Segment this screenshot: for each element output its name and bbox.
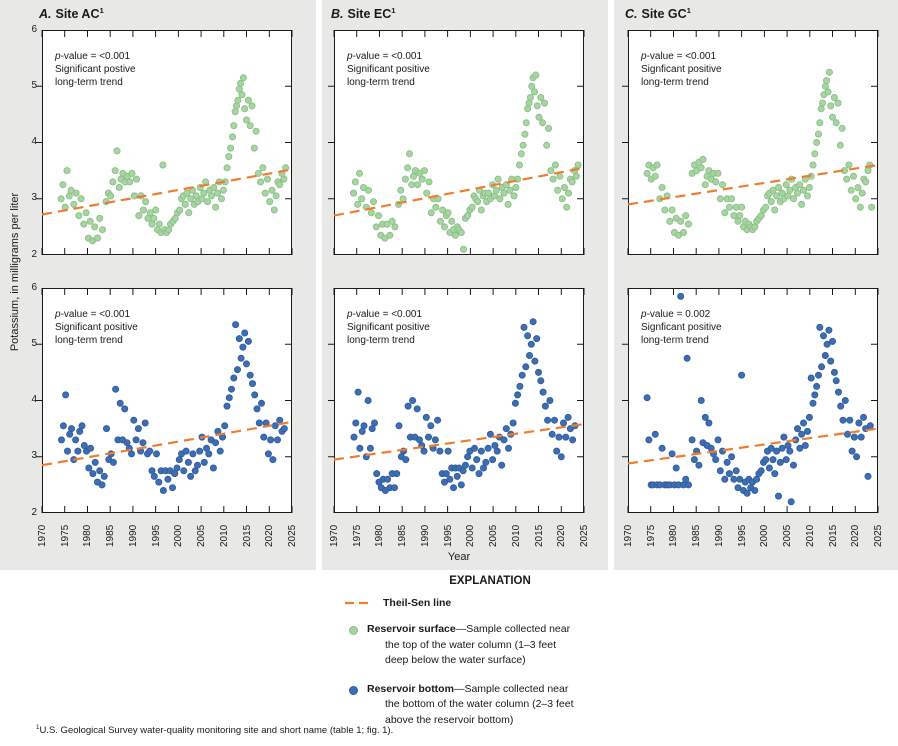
y-tick-label: 3 <box>31 450 37 462</box>
y-tick-label: 5 <box>31 337 37 349</box>
scatter-panel-ec-bottom <box>328 288 585 513</box>
x-tick-label: 2025 <box>287 524 298 547</box>
x-tick-label: 1980 <box>374 524 386 547</box>
panel-title-site-gc: C. Site GC1 <box>625 6 691 22</box>
scatter-panel-gc-bottom <box>622 288 879 513</box>
x-tick-label: 1995 <box>736 524 748 547</box>
y-axis-label: Potassium, in milligrams per liter <box>9 192 21 352</box>
reservoir-bottom-dot-swatch <box>349 685 358 695</box>
theil-sen-line-swatch <box>345 601 373 605</box>
legend-label-theil-sen: Theil-Sen line <box>383 597 452 609</box>
legend-item-reservoir-surface: Reservoir surface—Sample collected near … <box>349 622 650 669</box>
legend-label-reservoir-surface: Reservoir surface—Sample collected near … <box>367 623 571 666</box>
p-value-annotation-gc-bottom: p-value = 0.002 Signficant positive long-… <box>641 309 722 346</box>
x-tick-label: 1995 <box>442 524 454 547</box>
y-tick-label: 3 <box>31 192 37 204</box>
y-tick-label: 6 <box>31 23 37 35</box>
x-tick-label: 2010 <box>804 524 816 547</box>
x-tick-label: 2025 <box>579 524 590 547</box>
x-tick-label: 2020 <box>264 524 276 547</box>
x-tick-label: 2020 <box>556 524 568 547</box>
x-tick-label: 1990 <box>713 524 725 547</box>
y-tick-label: 2 <box>31 506 37 518</box>
x-tick-label: 2010 <box>510 524 522 547</box>
p-value-annotation-ac-surface: p-value = <0.001 Significant postive long… <box>55 51 136 88</box>
x-axis-label: Year <box>447 551 471 563</box>
legend-label-reservoir-bottom: Reservoir bottom—Sample collected near t… <box>367 682 574 726</box>
p-value-annotation-ec-bottom: p-value = <0.001 Significant positive lon… <box>347 309 430 346</box>
y-tick-label: 5 <box>31 79 37 91</box>
x-tick-label: 1980 <box>668 524 680 547</box>
x-tick-label: 1980 <box>82 524 94 547</box>
x-tick-label: 2015 <box>827 524 839 547</box>
x-tick-label: 2005 <box>196 524 208 547</box>
x-tick-label: 2015 <box>241 524 253 547</box>
panel-title-site-ac: A. Site AC1 <box>39 6 104 22</box>
reservoir-surface-dot-swatch <box>349 626 358 635</box>
x-tick-label: 2005 <box>488 524 500 547</box>
x-tick-label: 2010 <box>218 524 230 547</box>
x-tick-label: 2015 <box>533 524 545 547</box>
p-value-annotation-ac-bottom: p-value = <0.001 Significant positive lon… <box>55 309 138 346</box>
x-tick-label: 2005 <box>782 524 794 547</box>
x-tick-label: 1970 <box>623 524 634 547</box>
x-tick-label: 2020 <box>850 524 862 547</box>
x-tick-label: 1975 <box>351 524 363 547</box>
scatter-panel-gc-surface <box>622 30 879 255</box>
x-tick-label: 2000 <box>173 524 185 547</box>
y-tick-label: 6 <box>31 281 37 293</box>
legend-item-reservoir-bottom: Reservoir bottom—Sample collected near t… <box>349 682 650 729</box>
x-tick-label: 2000 <box>465 524 477 547</box>
x-tick-label: 2000 <box>759 524 771 547</box>
x-tick-label: 1995 <box>150 524 162 547</box>
y-tick-label: 4 <box>31 394 37 405</box>
x-tick-label: 1975 <box>645 524 657 547</box>
x-tick-label: 1990 <box>419 524 431 547</box>
y-tick-label: 4 <box>31 136 37 147</box>
scatter-panel-ac-bottom <box>36 288 293 513</box>
x-tick-label: 1975 <box>59 524 71 547</box>
x-tick-label: 1990 <box>127 524 139 547</box>
x-tick-label: 1985 <box>691 524 703 547</box>
x-tick-label: 1970 <box>37 524 48 547</box>
footnote: 1U.S. Geological Survey water-quality mo… <box>36 724 394 737</box>
scatter-panel-ac-surface <box>36 30 293 255</box>
scatter-panel-ec-surface <box>328 30 585 255</box>
x-tick-label: 2025 <box>873 524 884 547</box>
p-value-annotation-gc-surface: p-value = <0.001 Signficant positive long… <box>641 51 722 88</box>
legend-item-theil-sen: Theil-Sen line <box>344 597 650 609</box>
x-tick-label: 1985 <box>397 524 409 547</box>
panel-title-site-ec: B. Site EC1 <box>331 6 396 22</box>
legend-title: EXPLANATION <box>449 575 531 587</box>
x-tick-label: 1970 <box>329 524 340 547</box>
x-tick-label: 1985 <box>105 524 117 547</box>
legend: EXPLANATION Theil-Sen line Reservoir sur… <box>330 575 650 741</box>
y-tick-label: 2 <box>31 248 37 260</box>
p-value-annotation-ec-surface: p-value = <0.001 Significant positive lon… <box>347 51 430 88</box>
